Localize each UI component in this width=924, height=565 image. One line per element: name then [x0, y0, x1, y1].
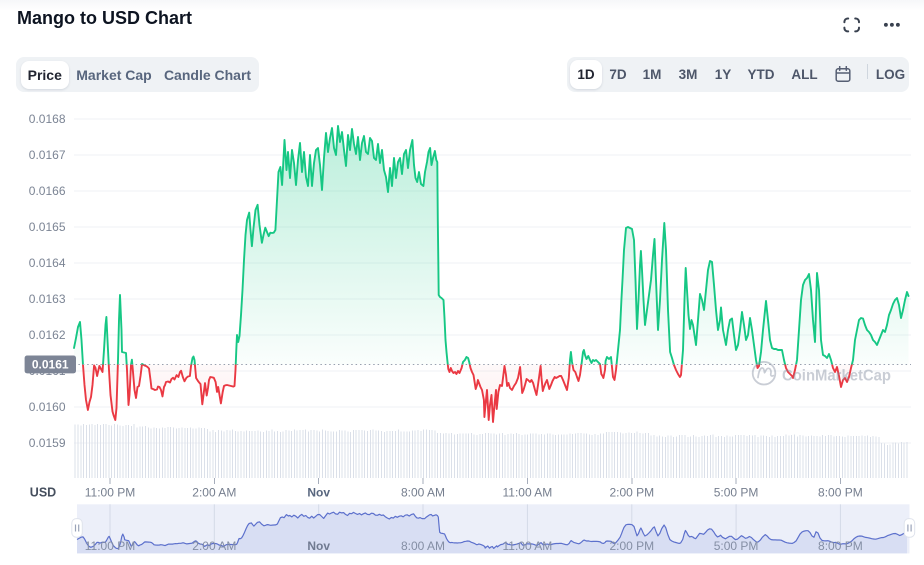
svg-text:0.0168: 0.0168 [29, 112, 66, 126]
svg-text:0.0166: 0.0166 [29, 184, 66, 198]
svg-text:11:00 PM: 11:00 PM [85, 486, 135, 500]
svg-text:0.0160: 0.0160 [29, 400, 66, 414]
svg-text:Nov: Nov [307, 486, 330, 500]
svg-text:5:00 PM: 5:00 PM [714, 539, 759, 553]
svg-text:2:00 AM: 2:00 AM [192, 539, 236, 553]
svg-text:0.0162: 0.0162 [29, 328, 66, 342]
svg-text:8:00 AM: 8:00 AM [401, 486, 445, 500]
svg-text:0.0167: 0.0167 [29, 148, 66, 162]
svg-text:11:00 PM: 11:00 PM [85, 539, 135, 553]
svg-text:8:00 PM: 8:00 PM [818, 539, 863, 553]
svg-text:8:00 AM: 8:00 AM [401, 539, 445, 553]
svg-text:2:00 AM: 2:00 AM [192, 486, 236, 500]
svg-text:CoinMarketCap: CoinMarketCap [782, 368, 891, 385]
svg-text:2:00 PM: 2:00 PM [609, 486, 654, 500]
svg-text:11:00 AM: 11:00 AM [502, 486, 552, 500]
svg-text:8:00 PM: 8:00 PM [818, 486, 863, 500]
svg-text:0.0163: 0.0163 [29, 292, 66, 306]
svg-text:11:00 AM: 11:00 AM [502, 539, 552, 553]
svg-text:2:00 PM: 2:00 PM [609, 539, 654, 553]
svg-text:0.0159: 0.0159 [29, 436, 66, 450]
svg-text:USD: USD [30, 486, 56, 500]
svg-text:0.0164: 0.0164 [29, 256, 66, 270]
svg-text:5:00 PM: 5:00 PM [714, 486, 759, 500]
svg-text:0.0165: 0.0165 [29, 220, 66, 234]
svg-text:Nov: Nov [307, 539, 330, 553]
svg-text:0.0161: 0.0161 [32, 357, 69, 371]
